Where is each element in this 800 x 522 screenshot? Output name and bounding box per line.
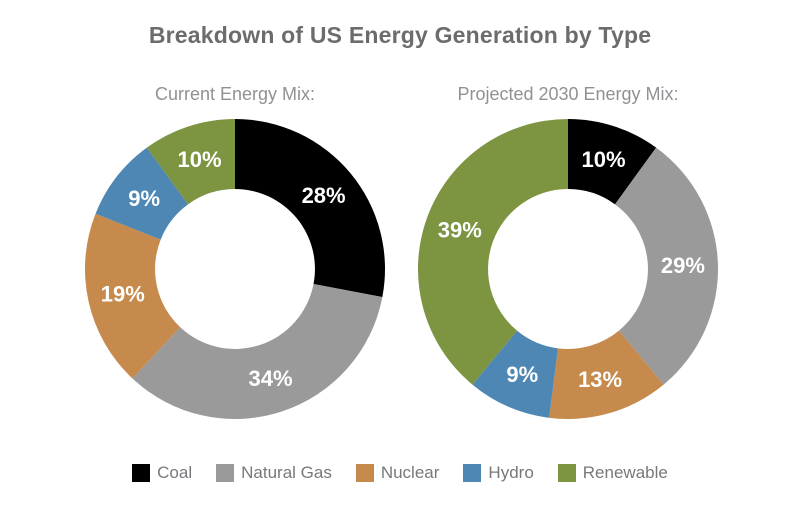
slice-percentage-label: 34% xyxy=(248,366,292,391)
donut-slice-hydro xyxy=(95,147,189,240)
slice-percentage-label: 39% xyxy=(438,218,482,243)
donut-chart-current: 28% 34% 19% 9% 10% xyxy=(85,119,385,419)
donut-slice-hydro xyxy=(472,330,558,418)
current-mix-subtitle: Current Energy Mix: xyxy=(154,84,316,104)
legend-item-coal: Coal xyxy=(132,463,192,483)
legend: Coal Natural Gas Nuclear Hydro Renewable xyxy=(0,463,800,483)
donut-slice-coal xyxy=(568,119,657,205)
slice-percentage-label: 28% xyxy=(302,183,346,208)
legend-label: Renewable xyxy=(582,463,668,482)
slice-percentage-label: 19% xyxy=(101,282,145,307)
slice-percentage-label: 29% xyxy=(661,253,705,278)
slice-percentage-label: 10% xyxy=(177,147,221,172)
donut-slice-nuclear xyxy=(85,213,181,379)
legend-swatch-icon xyxy=(355,464,374,482)
donut-slice-renewable xyxy=(418,119,568,385)
donut-slice-coal xyxy=(235,119,385,298)
legend-swatch-icon xyxy=(216,464,235,482)
slice-percentage-label: 10% xyxy=(581,147,625,172)
legend-label: Natural Gas xyxy=(241,463,332,482)
donut-slice-renewable xyxy=(146,119,235,205)
slice-percentage-label: 9% xyxy=(506,362,538,387)
donut-chart-projected: 10% 29% 13% 9% 39% xyxy=(418,119,718,419)
legend-swatch-icon xyxy=(463,464,482,482)
legend-item-natural-gas: Natural Gas xyxy=(216,463,332,483)
legend-label: Nuclear xyxy=(380,463,440,482)
donut-slice-natural-gas xyxy=(614,147,718,385)
legend-label: Coal xyxy=(157,463,193,482)
projected-mix-subtitle: Projected 2030 Energy Mix: xyxy=(457,84,679,104)
donut-slice-natural-gas xyxy=(132,283,383,419)
slice-percentage-label: 9% xyxy=(128,186,160,211)
legend-item-nuclear: Nuclear xyxy=(355,463,440,483)
donut-slice-nuclear xyxy=(549,330,664,419)
legend-swatch-icon xyxy=(132,464,151,482)
legend-label: Hydro xyxy=(488,463,534,482)
legend-item-renewable: Renewable xyxy=(557,463,668,483)
legend-swatch-icon xyxy=(557,464,576,482)
slice-percentage-label: 13% xyxy=(578,367,622,392)
page-title: Breakdown of US Energy Generation by Typ… xyxy=(148,22,652,48)
legend-item-hydro: Hydro xyxy=(463,463,534,483)
